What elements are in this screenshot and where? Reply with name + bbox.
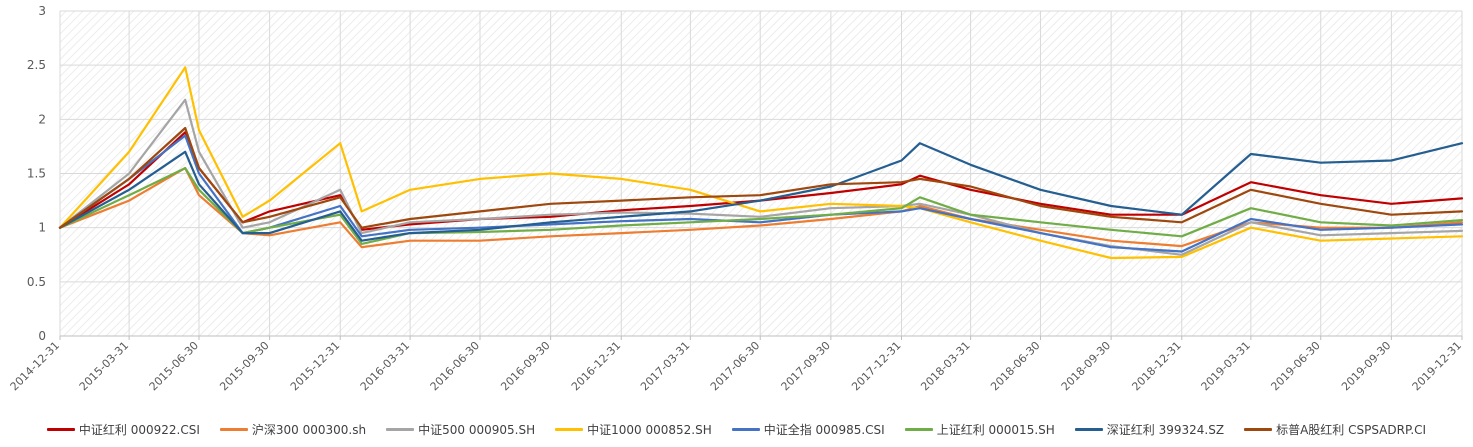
legend-item: 上证红利 000015.SH xyxy=(904,421,1055,438)
legend-item: 沪深300 000300.sh xyxy=(219,421,367,438)
x-tick-label: 2018-12-31 xyxy=(1129,339,1183,393)
x-tick-label: 2017-06-30 xyxy=(708,339,762,393)
legend-swatch xyxy=(904,427,933,431)
legend-swatch xyxy=(386,427,415,431)
legend-item: 中证1000 000852.SH xyxy=(555,421,712,438)
legend-item: 中证红利 000922.CSI xyxy=(46,421,200,438)
legend: 中证红利 000922.CSI 沪深300 000300.sh 中证500 0009… xyxy=(0,419,1473,439)
legend-item: 标普A股红利 CSPSADRP.CI xyxy=(1244,421,1426,438)
x-tick-label: 2019-06-30 xyxy=(1268,339,1322,393)
legend-label: 中证1000 000852.SH xyxy=(587,422,712,437)
x-tick-label: 2016-06-30 xyxy=(428,339,482,393)
legend-label: 中证全指 000985.CSI xyxy=(763,422,885,437)
legend-swatch xyxy=(1244,427,1273,431)
x-tick-label: 2017-12-31 xyxy=(849,339,903,393)
x-tick-label: 2018-03-31 xyxy=(918,339,972,393)
legend-swatch xyxy=(731,427,760,431)
legend-item: 深证红利 399324.SZ xyxy=(1074,421,1225,438)
legend-label: 中证500 000905.SH xyxy=(418,422,536,437)
legend-swatch xyxy=(555,427,584,431)
series-line-3 xyxy=(58,66,1464,260)
x-tick-label: 2016-03-31 xyxy=(358,339,412,393)
x-tick-label: 2018-09-30 xyxy=(1059,339,1113,393)
x-tick-label: 2015-09-30 xyxy=(217,339,271,393)
line-chart-plot: 0 0.5 1 1.5 2 2.5 3 2014-12-31 2015-03-31 2015-06… xyxy=(8,4,1464,393)
x-tick-label: 2019-12-31 xyxy=(1410,339,1464,393)
y-tick-label: 2 xyxy=(38,112,46,126)
legend-item: 中证全指 000985.CSI xyxy=(731,421,885,438)
x-tick-label: 2019-03-31 xyxy=(1199,339,1253,393)
y-tick-label: 0.5 xyxy=(27,275,46,289)
series-line-6 xyxy=(58,142,1464,242)
x-tick-label: 2017-09-30 xyxy=(779,339,833,393)
legend-swatch xyxy=(1074,427,1103,431)
x-tick-label: 2017-03-31 xyxy=(638,339,692,393)
series-line-7 xyxy=(58,126,1464,229)
x-tick-label: 2016-09-30 xyxy=(498,339,552,393)
legend-swatch xyxy=(46,427,75,431)
legend-item: 中证500 000905.SH xyxy=(386,421,535,438)
y-tick-label: 3 xyxy=(38,4,46,18)
legend-label: 标普A股红利 CSPSADRP.CI xyxy=(1276,422,1427,437)
series-line-2 xyxy=(58,98,1464,256)
legend-label: 沪深300 000300.sh xyxy=(251,422,367,437)
legend-swatch xyxy=(219,427,248,431)
y-tick-label: 1.5 xyxy=(27,167,46,181)
y-tick-label: 2.5 xyxy=(27,58,46,72)
x-tick-label: 2015-03-31 xyxy=(77,339,131,393)
x-tick-label: 2015-12-31 xyxy=(288,339,342,393)
legend-label: 上证红利 000015.SH xyxy=(936,422,1055,437)
y-tick-label: 1 xyxy=(38,221,46,235)
legend-label: 中证红利 000922.CSI xyxy=(78,422,200,437)
x-tick-label: 2018-06-30 xyxy=(988,339,1042,393)
x-tick-label: 2016-12-31 xyxy=(569,339,623,393)
x-tick-label: 2019-09-30 xyxy=(1339,339,1393,393)
x-tick-label: 2014-12-31 xyxy=(8,339,62,393)
x-tick-label: 2015-06-30 xyxy=(147,339,201,393)
legend-label: 深证红利 399324.SZ xyxy=(1106,422,1225,437)
series-lines xyxy=(58,66,1464,260)
y-tick-label: 0 xyxy=(38,329,46,343)
